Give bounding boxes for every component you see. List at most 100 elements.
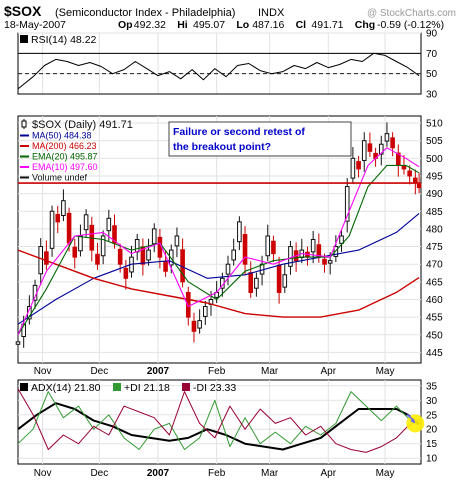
candle-body — [384, 133, 390, 142]
candle — [310, 231, 316, 264]
legend-swatch — [20, 383, 28, 391]
x-tick-label: Nov — [34, 366, 52, 377]
x-tick-label: 2007 — [147, 468, 170, 479]
legend-label: $SOX (Daily) 491.71 — [32, 119, 133, 131]
stat-label: Lo — [236, 19, 249, 31]
ma50-line — [17, 212, 420, 325]
candles — [15, 122, 422, 353]
candle — [265, 224, 271, 262]
candle-body — [151, 228, 157, 245]
watermark-label: @ StockCharts.com — [367, 8, 456, 19]
candle-body — [157, 236, 163, 258]
candle — [151, 223, 157, 253]
exchange-label: INDX — [258, 7, 285, 19]
candle — [407, 165, 412, 185]
legend-label: EMA(10) 497.60 — [32, 162, 98, 172]
candle-body — [55, 213, 61, 223]
candle-body — [61, 200, 66, 217]
callout-text: Failure or second retest of — [173, 126, 305, 138]
annotation-callout: Failure or second retest of the breakout … — [168, 121, 352, 157]
candle-body — [117, 248, 123, 265]
adx-panel: 10 15 20 25 30 35 ADX(14) 21.80 +DI 21.18 -DI 23… — [17, 379, 438, 465]
legend-label: MA(50) 484.38 — [32, 131, 92, 141]
candle-body — [344, 186, 350, 222]
rsi-title: RSI(14) 48.22 — [31, 34, 97, 46]
candle — [350, 147, 356, 184]
ema20-line — [17, 164, 420, 336]
rsi-line — [17, 52, 420, 90]
legend-swatch — [113, 383, 121, 391]
candle — [203, 300, 208, 325]
x-tick-label: Feb — [208, 366, 226, 377]
stat-label: Cl — [296, 19, 307, 31]
candle — [237, 216, 242, 251]
candle-body — [361, 140, 367, 161]
candle-body — [44, 251, 49, 265]
candle-body — [146, 249, 151, 261]
x-tick-label: Dec — [90, 366, 108, 377]
x-tick-label: May — [376, 468, 395, 479]
rsi-panel: 30 50 70 90 RSI(14) 48.22 — [17, 29, 438, 101]
candle-body — [225, 263, 231, 275]
candle — [174, 227, 180, 258]
y-tick-label: 470 — [426, 260, 443, 271]
candle — [55, 205, 61, 234]
candle-body — [72, 246, 78, 258]
candle — [72, 238, 78, 269]
candle-body — [350, 157, 356, 179]
legend-swatch — [21, 120, 27, 128]
candle — [361, 132, 367, 172]
candle — [100, 230, 106, 265]
y-tick-label: 15 — [426, 439, 438, 450]
candle-body — [203, 306, 208, 317]
candle-body — [276, 264, 282, 293]
candle — [15, 336, 21, 353]
ma200-line — [17, 249, 420, 318]
candle-body — [95, 253, 100, 265]
candle — [61, 189, 66, 222]
candle-body — [191, 320, 197, 332]
legend-label: +DI 21.18 — [124, 382, 170, 394]
legend-label: -DI 23.33 — [193, 382, 236, 394]
y-tick-label: 35 — [426, 381, 438, 392]
candle-body — [271, 240, 276, 255]
candle-body — [174, 235, 180, 247]
y-tick-label: 90 — [426, 29, 438, 40]
minus_di-line — [17, 388, 420, 453]
y-tick-label: 460 — [426, 295, 443, 306]
y-tick-label: 485 — [426, 207, 443, 218]
candle-body — [322, 258, 327, 265]
y-tick-label: 495 — [426, 171, 443, 182]
candle — [38, 238, 44, 286]
candle-body — [83, 214, 89, 231]
candle-body — [339, 235, 344, 244]
candle-body — [367, 143, 373, 152]
callout-box — [168, 121, 352, 157]
chart-header: $SOX (Semiconductor Index - Philadelphia… — [4, 3, 456, 31]
y-tick-label: 445 — [426, 348, 443, 359]
candle — [378, 135, 384, 166]
candle-body — [416, 183, 422, 189]
candle — [83, 209, 89, 239]
candle — [225, 255, 231, 286]
legend-label: ADX(14) 21.80 — [31, 382, 101, 394]
candle-body — [390, 137, 395, 149]
x-tick-label: Nov — [34, 468, 52, 479]
candle-body — [248, 272, 254, 293]
candle-body — [168, 249, 174, 266]
x-tick-label: Feb — [208, 468, 226, 479]
index-name-label: (Semiconductor Index - Philadelphia) — [55, 7, 235, 19]
candle — [78, 224, 83, 257]
candle — [344, 178, 350, 233]
candle-body — [288, 246, 293, 267]
y-tick-label: 30 — [426, 90, 438, 101]
stat-label: Chg — [355, 19, 375, 31]
candle — [95, 243, 100, 270]
candle-body — [163, 260, 168, 272]
y-tick-label: 70 — [426, 49, 438, 60]
highlight-arrowhead — [410, 418, 416, 424]
stat-label: Hi — [177, 19, 188, 31]
y-tick-label: 30 — [426, 396, 438, 407]
candle-body — [66, 212, 72, 244]
